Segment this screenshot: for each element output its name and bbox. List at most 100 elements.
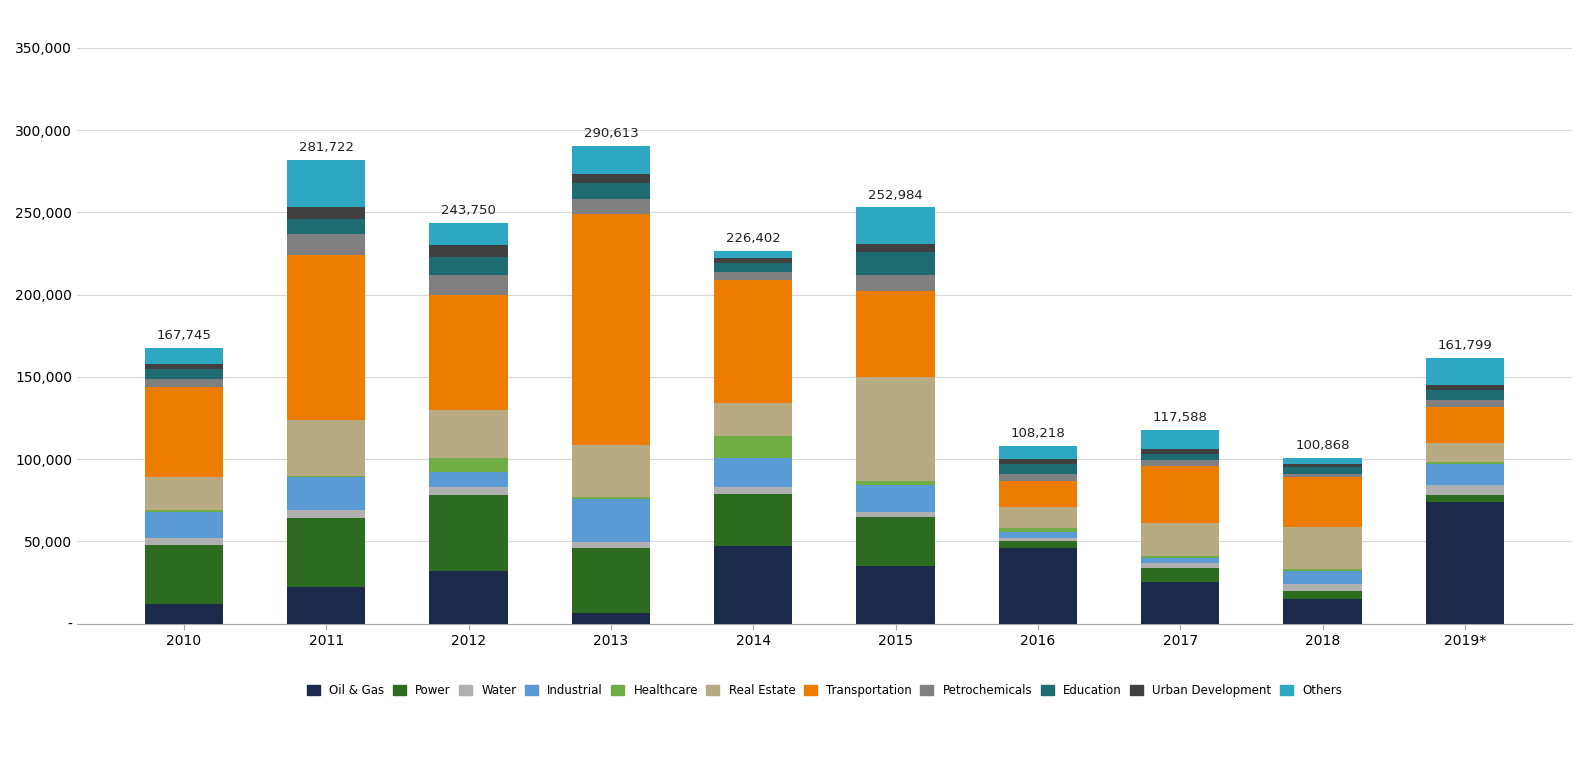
Bar <box>1425 358 1504 385</box>
Bar <box>714 436 792 458</box>
Bar <box>857 291 935 377</box>
Bar <box>857 485 935 512</box>
Bar <box>571 613 651 623</box>
Bar <box>287 588 365 623</box>
Bar <box>1284 584 1362 591</box>
Bar <box>1141 430 1219 448</box>
Bar <box>430 472 508 487</box>
Bar <box>287 208 365 219</box>
Bar <box>571 199 651 214</box>
Text: 281,722: 281,722 <box>298 141 354 154</box>
Bar <box>857 252 935 275</box>
Bar <box>144 364 224 369</box>
Bar <box>1141 582 1219 623</box>
Bar <box>430 257 508 275</box>
Bar <box>287 234 365 255</box>
Text: 252,984: 252,984 <box>868 189 924 202</box>
Bar <box>430 495 508 571</box>
Text: 243,750: 243,750 <box>441 204 497 217</box>
Bar <box>998 464 1078 474</box>
Bar <box>144 369 224 378</box>
Bar <box>857 512 935 516</box>
Bar <box>714 494 792 546</box>
Bar <box>144 387 224 478</box>
Bar <box>1425 406 1504 442</box>
Bar <box>1425 400 1504 406</box>
Bar <box>1141 448 1219 454</box>
Bar <box>1284 526 1362 569</box>
Bar <box>571 499 651 542</box>
Bar <box>1284 591 1362 599</box>
Bar <box>857 481 935 485</box>
Bar <box>1141 558 1219 563</box>
Bar <box>571 214 651 445</box>
Bar <box>287 510 365 519</box>
Text: 117,588: 117,588 <box>1152 412 1208 425</box>
Bar <box>1284 569 1362 571</box>
Bar <box>857 516 935 566</box>
Bar <box>714 403 792 436</box>
Bar <box>571 183 651 199</box>
Bar <box>287 519 365 588</box>
Bar <box>998 474 1078 481</box>
Bar <box>714 458 792 487</box>
Bar <box>1141 523 1219 556</box>
Bar <box>1141 460 1219 467</box>
Bar <box>1284 571 1362 584</box>
Bar <box>857 275 935 291</box>
Bar <box>998 507 1078 528</box>
Bar <box>1141 556 1219 558</box>
Bar <box>430 571 508 623</box>
Bar <box>998 528 1078 532</box>
Bar <box>1141 563 1219 568</box>
Bar <box>571 445 651 497</box>
Text: 290,613: 290,613 <box>584 127 638 140</box>
Bar <box>287 419 365 476</box>
Bar <box>714 272 792 280</box>
Bar <box>857 377 935 481</box>
Bar <box>430 245 508 257</box>
Bar <box>714 264 792 272</box>
Bar <box>1425 385 1504 390</box>
Bar <box>998 538 1078 542</box>
Bar <box>1284 474 1362 478</box>
Text: 167,745: 167,745 <box>157 329 211 342</box>
Bar <box>430 295 508 410</box>
Legend: Oil & Gas, Power, Water, Industrial, Healthcare, Real Estate, Transportation, Pe: Oil & Gas, Power, Water, Industrial, Hea… <box>306 685 1343 698</box>
Text: 226,402: 226,402 <box>725 232 781 245</box>
Bar <box>144 510 224 512</box>
Bar <box>571 542 651 549</box>
Bar <box>287 160 365 208</box>
Bar <box>144 512 224 538</box>
Bar <box>1284 468 1362 474</box>
Bar <box>430 222 508 245</box>
Bar <box>1141 454 1219 460</box>
Bar <box>144 604 224 623</box>
Bar <box>998 532 1078 538</box>
Bar <box>571 146 651 174</box>
Bar <box>857 566 935 623</box>
Bar <box>1425 442 1504 462</box>
Bar <box>1284 478 1362 526</box>
Bar <box>144 545 224 604</box>
Bar <box>1141 568 1219 582</box>
Bar <box>571 174 651 183</box>
Bar <box>1284 599 1362 623</box>
Bar <box>1284 464 1362 468</box>
Bar <box>571 549 651 613</box>
Bar <box>1425 390 1504 400</box>
Bar <box>714 280 792 403</box>
Text: 100,868: 100,868 <box>1295 439 1351 452</box>
Bar <box>998 459 1078 464</box>
Bar <box>714 251 792 258</box>
Bar <box>1425 464 1504 485</box>
Bar <box>430 275 508 295</box>
Bar <box>287 478 365 510</box>
Bar <box>1425 485 1504 495</box>
Bar <box>998 481 1078 507</box>
Bar <box>714 258 792 264</box>
Bar <box>144 478 224 510</box>
Bar <box>144 348 224 364</box>
Bar <box>144 538 224 545</box>
Bar <box>287 476 365 478</box>
